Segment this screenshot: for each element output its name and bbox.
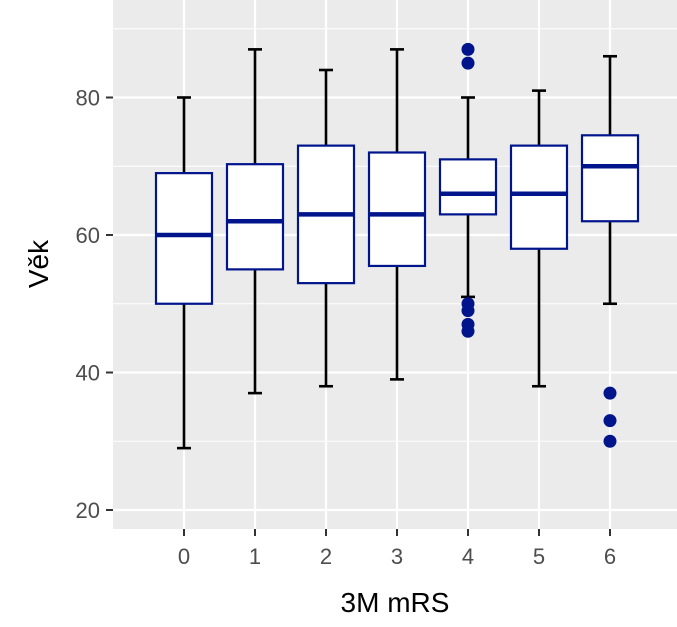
outlier-point — [603, 386, 617, 400]
x-tick-label: 5 — [533, 544, 545, 569]
x-tick-label: 0 — [178, 544, 190, 569]
y-tick-label: 40 — [76, 361, 100, 386]
outlier-point — [461, 304, 475, 318]
x-axis-title: 3M mRS — [341, 587, 450, 618]
x-tick-label: 1 — [249, 544, 261, 569]
box-rect — [580, 134, 640, 223]
outlier-point — [461, 56, 475, 70]
x-tick-label: 2 — [320, 544, 332, 569]
box-rect — [438, 158, 498, 216]
box-rect — [509, 144, 569, 250]
outlier-point — [603, 434, 617, 448]
box-rect — [367, 151, 427, 268]
y-tick-label: 80 — [76, 86, 100, 111]
y-tick-label: 60 — [76, 223, 100, 248]
boxes — [154, 134, 640, 305]
y-axis-title: Věk — [23, 239, 54, 288]
x-tick-label: 6 — [604, 544, 616, 569]
box-rect — [154, 172, 214, 305]
x-tick-label: 3 — [391, 544, 403, 569]
y-tick-label: 20 — [76, 498, 100, 523]
outlier-point — [461, 42, 475, 56]
outlier-points — [461, 42, 617, 448]
x-tick-label: 4 — [462, 544, 474, 569]
box-rect — [225, 163, 285, 271]
outlier-point — [461, 324, 475, 338]
outlier-point — [603, 414, 617, 428]
axes: 20 40 60 80 0 1 2 3 4 5 6 — [76, 86, 617, 570]
